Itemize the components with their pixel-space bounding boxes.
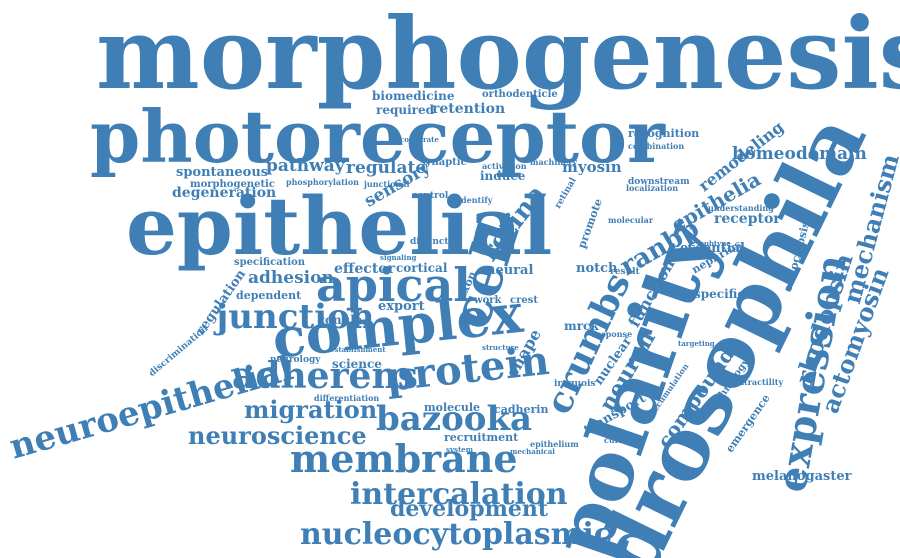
word: retention — [432, 101, 506, 117]
word: regulate — [346, 158, 427, 178]
word: discrimination — [147, 323, 211, 379]
word: pathway — [266, 156, 345, 176]
word: adherens — [232, 355, 418, 397]
word: iroquois — [554, 379, 596, 389]
word: morphogenesis — [96, 0, 900, 112]
word: understanding — [708, 203, 774, 213]
word: response — [592, 329, 633, 339]
word: subtype — [700, 239, 731, 248]
word: essential — [680, 241, 745, 256]
word: degeneration — [172, 185, 277, 201]
word: signaling — [380, 253, 417, 262]
word: neural — [486, 263, 534, 278]
word: specific — [694, 287, 745, 301]
word: combination — [628, 141, 685, 151]
word: neuroscience — [188, 421, 367, 450]
word: receptor — [714, 211, 781, 227]
word: establishment — [330, 345, 386, 354]
word: biomedicine — [372, 89, 455, 103]
word: downstream — [628, 177, 690, 187]
word: melanogaster — [752, 469, 852, 484]
word: intercalation — [350, 477, 568, 512]
word: neurology — [270, 355, 321, 365]
word: specification — [234, 257, 306, 268]
word: adhesion — [248, 268, 334, 288]
word: export — [378, 299, 425, 314]
word: required — [376, 103, 434, 117]
word: distinct — [410, 237, 449, 247]
word: science — [332, 357, 382, 371]
word: promote — [575, 196, 606, 251]
word: zonula — [318, 313, 363, 327]
word: mrck — [564, 319, 599, 333]
word: phosphorylation — [286, 177, 359, 187]
word: homeodomain — [732, 144, 867, 164]
word: myosin — [562, 158, 622, 176]
word: membrane — [290, 436, 518, 481]
word: epithelium — [530, 439, 579, 449]
word: crest — [510, 295, 538, 306]
word: orthodenticle — [482, 89, 558, 100]
word: differentiation — [314, 393, 380, 403]
word: cooperate — [400, 135, 439, 144]
word: machinery — [530, 157, 578, 167]
word: contractility — [728, 377, 784, 387]
word: bazooka — [376, 399, 533, 439]
word: effector — [334, 261, 396, 277]
word: migration — [244, 395, 378, 424]
word: mechanical — [510, 447, 555, 456]
word: recruitment — [444, 431, 519, 444]
word: system — [446, 445, 474, 454]
word: dependent — [236, 289, 302, 302]
word: retinal — [553, 176, 579, 211]
word: junctional — [364, 179, 410, 189]
word: photoreceptor — [90, 94, 665, 179]
word: structure — [482, 343, 519, 352]
word: spontaneous — [176, 165, 269, 180]
word: development — [390, 496, 549, 522]
word: cadherin — [494, 403, 549, 416]
word: cultured — [604, 435, 643, 445]
word: result — [610, 267, 640, 277]
word: molecular — [608, 215, 654, 225]
word: morphogenetic — [190, 179, 275, 190]
word: activation — [482, 161, 527, 171]
word: recognition — [628, 127, 700, 140]
word: synaptic — [420, 157, 467, 168]
word: work — [474, 295, 502, 306]
word: localization — [626, 183, 679, 193]
word: apical — [316, 258, 471, 312]
word: control — [412, 191, 449, 201]
word: epithelial — [126, 179, 553, 273]
word: molecule — [424, 401, 481, 414]
word: notch — [576, 261, 618, 276]
word: nucleocytoplasmic — [300, 517, 613, 552]
word: targeting — [678, 339, 715, 348]
word: induce — [480, 169, 526, 183]
word: junction — [216, 297, 375, 337]
word: cortical — [396, 261, 448, 275]
word: identify — [458, 195, 493, 205]
